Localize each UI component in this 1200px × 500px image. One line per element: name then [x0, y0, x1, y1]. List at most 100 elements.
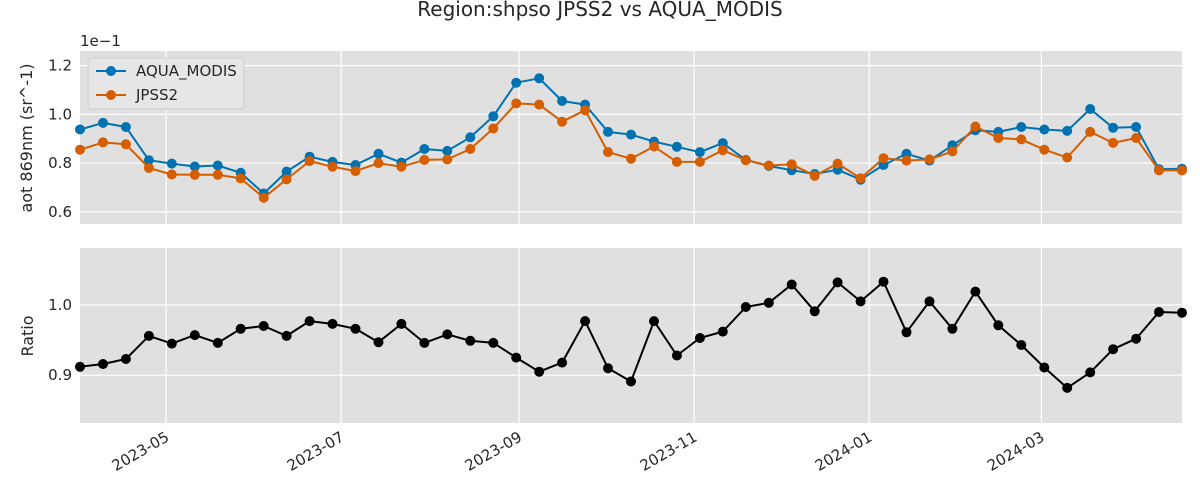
legend-marker-aqua-modis — [106, 66, 116, 76]
bottom-series-0-point-24 — [626, 376, 636, 387]
legend-frame — [87, 57, 245, 110]
top-series-1-point-22 — [580, 105, 591, 116]
top-series-0-point-45 — [1108, 122, 1119, 133]
legend: AQUA_MODIS JPSS2 — [87, 57, 245, 110]
top-series-0-point-46 — [1131, 122, 1142, 132]
top-series-1-point-28 — [717, 145, 728, 156]
top-series-0-point-20 — [534, 73, 545, 84]
top-series-1-point-9 — [281, 174, 292, 185]
top-series-1-point-42 — [1039, 144, 1050, 155]
top-series-1-point-39 — [970, 121, 981, 132]
top-series-1-point-43 — [1062, 152, 1073, 163]
chart-title: Region:shpso JPSS2 vs AQUA_MODIS — [417, 0, 782, 21]
top-series-1-point-11 — [327, 161, 338, 172]
top-series-1-point-45 — [1108, 137, 1119, 148]
top-ytick-label-2: 1.0 — [48, 105, 72, 123]
bottom-plot-area — [80, 248, 1182, 423]
top-series-0-point-26 — [671, 141, 682, 152]
bottom-series-0-point-31 — [786, 279, 797, 290]
top-series-0-point-18 — [488, 111, 499, 122]
bottom-series-0-point-27 — [694, 333, 705, 343]
top-series-1-point-7 — [235, 173, 246, 184]
top-series-0-point-16 — [442, 145, 453, 156]
bottom-series-0-point-43 — [1062, 382, 1073, 393]
top-series-1-point-34 — [855, 173, 866, 184]
top-series-0-point-42 — [1039, 124, 1050, 135]
top-series-1-point-35 — [878, 153, 889, 164]
bottom-series-0-point-36 — [901, 327, 912, 338]
bottom-series-0-point-1 — [98, 359, 108, 369]
bottom-series-0-point-23 — [603, 363, 613, 374]
top-series-1-point-47 — [1154, 165, 1164, 176]
bottom-series-0-point-7 — [235, 323, 246, 334]
bottom-series-0-point-21 — [557, 357, 568, 368]
top-series-0-point-5 — [189, 161, 200, 172]
bottom-series-0-point-25 — [649, 316, 659, 327]
top-series-0-point-9 — [281, 166, 292, 177]
top-series-1-point-13 — [373, 158, 384, 169]
bottom-series-0-point-32 — [809, 306, 820, 317]
bottom-y-ticks: 0.9 1.0 — [48, 296, 72, 384]
top-ytick-label-1: 0.8 — [48, 154, 72, 172]
top-series-0-point-15 — [419, 144, 430, 154]
top-series-1-point-16 — [442, 154, 453, 165]
bottom-series-0-point-13 — [373, 337, 384, 348]
top-series-1-point-38 — [947, 146, 958, 157]
top-series-1-point-1 — [98, 137, 108, 148]
bottom-y-axis-label: Ratio — [18, 315, 37, 356]
top-series-0-point-13 — [373, 148, 384, 159]
top-series-1-point-14 — [396, 161, 407, 172]
bottom-series-0-point-37 — [924, 296, 935, 307]
top-series-1-point-4 — [166, 169, 177, 180]
top-series-1-point-0 — [75, 144, 85, 155]
top-series-1-point-2 — [120, 139, 131, 150]
legend-label-aqua-modis: AQUA_MODIS — [136, 62, 237, 81]
bottom-series-0-point-46 — [1131, 333, 1142, 344]
top-series-0-point-1 — [98, 117, 108, 128]
top-series-1-point-29 — [740, 155, 751, 166]
top-series-1-point-18 — [488, 123, 499, 134]
top-y-ticks: 0.6 0.8 1.0 1.2 — [48, 57, 72, 221]
bottom-series-0-point-45 — [1108, 344, 1119, 355]
bottom-series-0-point-19 — [511, 352, 522, 363]
bottom-series-0-point-17 — [465, 335, 476, 346]
bottom-series-0-point-3 — [143, 330, 154, 341]
top-series-1-point-24 — [626, 153, 636, 164]
bottom-series-0-point-29 — [740, 302, 751, 312]
bottom-series-0-point-2 — [120, 354, 131, 364]
top-series-1-point-44 — [1085, 126, 1096, 137]
bottom-series-0-point-0 — [75, 361, 85, 372]
bottom-series-0-point-9 — [281, 330, 292, 341]
top-series-1-point-41 — [1016, 134, 1027, 145]
top-series-0-point-2 — [120, 122, 131, 132]
top-series-0-point-4 — [166, 158, 177, 169]
bottom-series-0-point-34 — [855, 296, 866, 307]
bottom-series — [75, 276, 1187, 393]
top-series-0-point-17 — [465, 132, 476, 143]
top-series-1-point-36 — [901, 155, 912, 166]
top-series-0-point-28 — [717, 138, 728, 149]
bottom-ytick-label-1: 1.0 — [48, 296, 72, 314]
bottom-series-0-point-48 — [1177, 307, 1187, 318]
bottom-series-0-point-14 — [396, 318, 407, 329]
top-series-1-point-40 — [993, 133, 1004, 143]
top-series-0-point-3 — [143, 155, 154, 166]
top-series-1-point-32 — [809, 170, 820, 181]
top-series-1-point-23 — [603, 147, 613, 158]
top-series-1-point-15 — [419, 154, 430, 165]
top-ytick-label-3: 1.2 — [48, 57, 72, 75]
bottom-panel: 0.9 1.0 Ratio — [18, 248, 1187, 423]
legend-marker-jpss2 — [106, 90, 116, 100]
bottom-series-0-point-11 — [327, 318, 338, 329]
bottom-series-0-point-15 — [419, 337, 430, 348]
top-series-1-point-30 — [763, 160, 774, 171]
bottom-series-0-point-38 — [947, 323, 958, 334]
top-series-0-point-21 — [557, 96, 568, 106]
top-series-1-point-12 — [350, 166, 361, 177]
bottom-series-0-point-47 — [1154, 307, 1164, 317]
bottom-series-0-point-22 — [580, 316, 591, 327]
top-series-1-point-19 — [511, 98, 522, 109]
bottom-series-0-point-28 — [717, 326, 728, 337]
bottom-series-0-point-26 — [671, 350, 682, 361]
bottom-grid — [80, 248, 1182, 423]
